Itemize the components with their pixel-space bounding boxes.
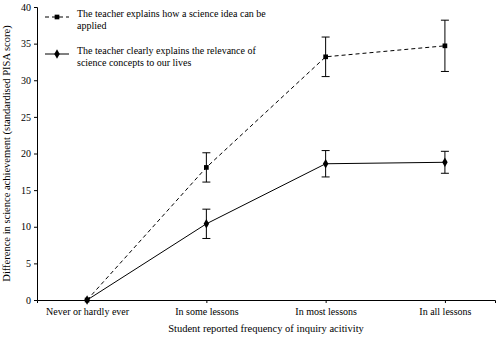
y-tick-mark: [34, 154, 37, 155]
error-bar-line: [322, 150, 330, 151]
y-tick: 30: [21, 75, 37, 86]
y-tick-mark: [34, 117, 37, 118]
legend-marker: [55, 15, 60, 20]
marker: [442, 158, 447, 167]
x-axis-title: Student reported frequency of inquiry ac…: [168, 323, 364, 334]
series: [84, 151, 449, 305]
error-bar-line: [441, 173, 449, 174]
error-bar: [322, 151, 330, 177]
y-tick-label: 10: [21, 221, 31, 232]
error-bar: [441, 20, 449, 71]
y-axis-line: [34, 8, 38, 301]
y-axis-title: Difference in science achievement (stand…: [1, 25, 13, 282]
y-tick: 5: [26, 258, 37, 269]
error-bar-line: [441, 151, 449, 152]
legend-marker: [54, 49, 59, 58]
marker: [323, 159, 328, 168]
x-tick-label: Never or hardly ever: [46, 306, 130, 317]
marker: [323, 54, 328, 59]
y-tick-mark: [34, 263, 37, 264]
x-tick: In some lessons: [175, 300, 238, 317]
error-bar-line: [441, 20, 449, 21]
error-bar-line: [202, 209, 210, 210]
legend-label: The teacher explains how a science idea …: [77, 8, 266, 31]
y-tick: 0: [26, 295, 37, 306]
marker: [443, 43, 448, 48]
error-bar-line: [441, 71, 449, 72]
y-tick: 10: [21, 221, 37, 232]
y-tick-label: 30: [21, 75, 31, 86]
legend: The teacher explains how a science idea …: [45, 8, 266, 68]
series-line: [87, 162, 445, 300]
y-tick-mark: [34, 44, 37, 45]
error-bar-line: [202, 238, 210, 239]
x-tick: In all lessons: [419, 300, 471, 317]
x-tick-mark: [206, 300, 207, 303]
error-bar: [202, 209, 210, 238]
y-tick-label: 25: [21, 112, 31, 123]
x-axis-line: [38, 301, 496, 304]
chart: 0 5 10 15 20 25 30 35 40 Never or hardly ever In s…: [0, 0, 500, 337]
x-tick-label: In most lessons: [295, 306, 357, 317]
x-tick-label: In all lessons: [419, 306, 471, 317]
error-bar-line: [202, 152, 210, 153]
y-tick-label: 15: [21, 185, 31, 196]
y-tick-label: 0: [26, 295, 31, 306]
y-tick-label: 35: [21, 38, 31, 49]
series-line: [87, 46, 445, 300]
marker: [204, 165, 209, 170]
x-tick-label: In some lessons: [175, 306, 238, 317]
legend-entry: The teacher clearly explains the relevan…: [45, 45, 256, 68]
marker: [204, 219, 209, 228]
y-tick-mark: [34, 227, 37, 228]
y-tick-label: 5: [26, 258, 31, 269]
y-tick-mark: [34, 190, 37, 191]
y-tick: 40: [21, 2, 37, 13]
x-axis: Never or hardly ever In some lessons In mo…: [38, 300, 496, 317]
y-tick: 15: [21, 185, 37, 196]
error-bar: [441, 151, 449, 173]
y-tick-label: 40: [21, 2, 31, 13]
marker: [84, 295, 89, 304]
error-bar-line: [322, 37, 330, 38]
y-tick-mark: [34, 7, 37, 8]
error-bar: [202, 153, 210, 182]
y-tick: 35: [21, 38, 37, 49]
legend-label: The teacher clearly explains the relevan…: [77, 45, 256, 68]
y-tick-mark: [34, 80, 37, 81]
plot: 0 5 10 15 20 25 30 35 40 Never or hardly ever In s…: [21, 2, 496, 317]
y-tick: 20: [21, 148, 37, 159]
error-bar-line: [202, 182, 210, 183]
legend-entry: The teacher explains how a science idea …: [45, 8, 266, 31]
error-bar: [322, 37, 330, 77]
x-tick: In most lessons: [295, 300, 357, 317]
error-bar-line: [322, 76, 330, 77]
y-tick: 25: [21, 112, 37, 123]
y-tick-mark: [34, 300, 37, 301]
x-tick-mark: [445, 300, 446, 303]
y-axis: 0 5 10 15 20 25 30 35 40: [21, 2, 38, 306]
x-tick-mark: [326, 300, 327, 303]
error-bar-line: [322, 176, 330, 177]
y-tick-label: 20: [21, 148, 31, 159]
